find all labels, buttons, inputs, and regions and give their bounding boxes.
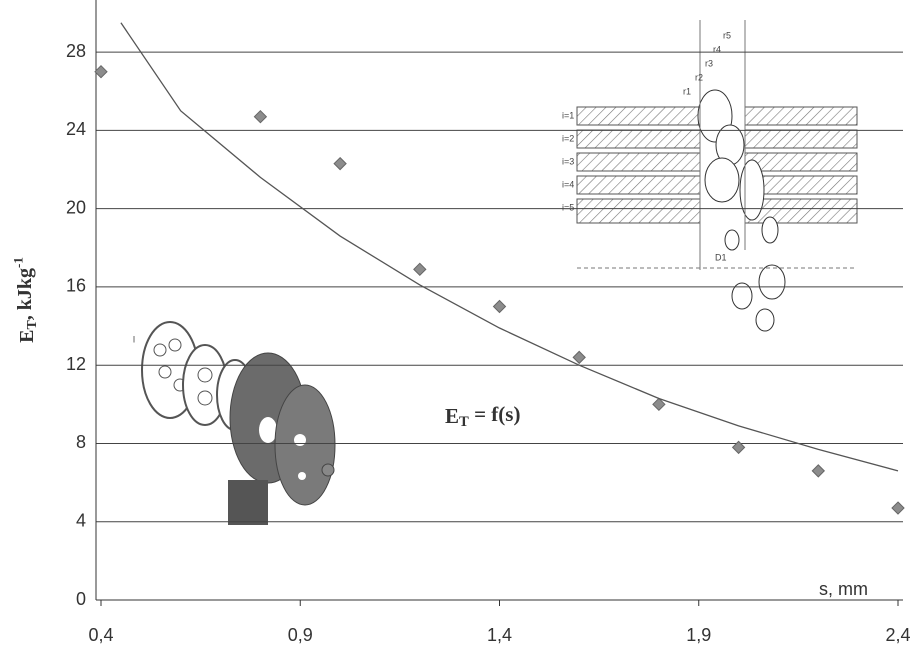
inset-label: r4 — [713, 44, 721, 54]
inset-parts — [142, 322, 335, 525]
data-point — [334, 158, 346, 170]
y-tick-label: 8 — [76, 432, 86, 452]
x-axis-title: s, mm — [819, 579, 868, 599]
inset-label: r3 — [705, 58, 713, 68]
inset-label: i=4 — [562, 179, 574, 189]
y-tick-label: 20 — [66, 197, 86, 217]
chart: 04812162024280,40,91,41,92,4ET, kJkg-1ET… — [0, 0, 914, 661]
inset-label: i=3 — [562, 156, 574, 166]
data-point — [254, 111, 266, 123]
y-axis-title-part: E — [16, 330, 38, 343]
x-tick-label: 1,9 — [686, 625, 711, 645]
data-point — [95, 66, 107, 78]
y-tick-label: 28 — [66, 41, 86, 61]
x-tick-label: 2,4 — [885, 625, 910, 645]
data-point — [414, 263, 426, 275]
x-tick-label: 0,9 — [288, 625, 313, 645]
data-point — [573, 351, 585, 363]
annotation-part: T — [459, 415, 469, 431]
inset-label: D1 — [715, 252, 727, 262]
data-point — [494, 301, 506, 313]
y-tick-label: 0 — [76, 589, 86, 609]
inset-diagram — [577, 20, 857, 331]
annotation-part: E — [445, 404, 459, 428]
inset-label: r2 — [695, 72, 703, 82]
annotation-part: = f(s) — [469, 402, 521, 426]
inset-label: i=2 — [562, 133, 574, 143]
inset-label: i=1 — [562, 110, 574, 120]
data-point — [812, 465, 824, 477]
y-axis-title-part: , kJkg — [13, 268, 35, 320]
data-point — [892, 502, 904, 514]
y-tick-label: 12 — [66, 354, 86, 374]
inset-label: r1 — [683, 86, 691, 96]
y-tick-label: 24 — [66, 119, 86, 139]
inset-label: l — [133, 334, 135, 344]
x-tick-label: 1,4 — [487, 625, 512, 645]
y-tick-label: 4 — [76, 510, 86, 530]
y-tick-label: 16 — [66, 276, 86, 296]
annotation: ET = f(s) — [445, 402, 520, 431]
page: 04812162024280,40,91,41,92,4ET, kJkg-1ET… — [0, 0, 914, 661]
y-axis-title-part: -1 — [10, 257, 25, 268]
inset-label: i=5 — [562, 202, 574, 212]
x-tick-label: 0,4 — [88, 625, 113, 645]
y-axis-title: ET, kJkg-1 — [10, 257, 40, 343]
inset-label: r5 — [723, 30, 731, 40]
